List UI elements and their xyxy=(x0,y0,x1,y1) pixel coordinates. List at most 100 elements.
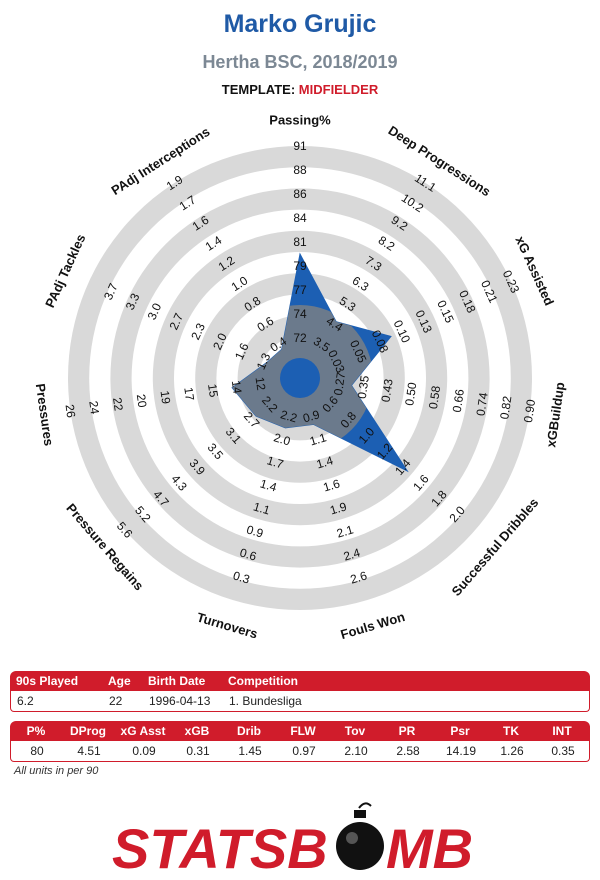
tick-label: 0.90 xyxy=(521,398,538,423)
info-value-cell: 1. Bundesliga xyxy=(229,694,302,708)
info-value-cell: 1996-04-13 xyxy=(149,694,211,708)
tick-label: 0.27 xyxy=(331,371,348,396)
tick-label: 1.4 xyxy=(258,476,278,494)
tick-label: 0.9 xyxy=(301,407,321,425)
tick-label: 2.1 xyxy=(335,522,355,540)
tick-label: 12 xyxy=(253,376,269,392)
bomb-icon xyxy=(336,802,384,870)
info-header-cell: Age xyxy=(108,674,131,688)
center-disc xyxy=(280,358,320,398)
tick-label: 86 xyxy=(293,187,307,201)
stats-value-cell: 0.09 xyxy=(132,744,156,758)
tick-label: 0.82 xyxy=(497,395,514,420)
tick-label: 22 xyxy=(110,397,126,413)
stats-header-cell: TK xyxy=(503,724,519,738)
info-header-cell: 90s Played xyxy=(16,674,79,688)
tick-label: 2.2 xyxy=(279,407,299,425)
tick-label: 1.1 xyxy=(252,499,272,517)
axis-label: Pressures xyxy=(33,383,57,447)
tick-label: 2.4 xyxy=(342,545,362,563)
stats-table: P% DProg xG Asst xGB Drib FLW Tov PR Psr… xyxy=(10,721,590,762)
tick-label: 2.3 xyxy=(188,321,208,342)
info-value-cell: 6.2 xyxy=(17,694,34,708)
tick-label: 2.7 xyxy=(166,311,186,332)
tick-label: 1.1 xyxy=(308,430,328,448)
tick-label: 3.0 xyxy=(145,301,165,322)
stats-value-cell: 2.10 xyxy=(344,744,368,758)
stats-value-cell: 14.19 xyxy=(445,744,477,758)
stats-value-cell: 0.97 xyxy=(292,744,316,758)
tick-label: 79 xyxy=(293,259,307,273)
tick-label: 77 xyxy=(293,283,307,297)
info-table-header: 90s Played Age Birth Date Competition xyxy=(10,671,590,691)
tick-label: 19 xyxy=(158,390,174,406)
tick-label: 20 xyxy=(134,393,150,409)
team-season: Hertha BSC, 2018/2019 xyxy=(202,52,398,72)
player-name: Marko Grujic xyxy=(223,10,377,38)
stats-table-header: P% DProg xG Asst xGB Drib FLW Tov PR Psr… xyxy=(10,721,590,741)
tick-label: 2.0 xyxy=(272,430,292,448)
info-value-cell: 22 xyxy=(109,694,123,708)
template-label: TEMPLATE: xyxy=(221,82,296,97)
tick-label: 15 xyxy=(205,383,221,399)
axis-label: Passing% xyxy=(269,113,331,128)
info-header-cell: Birth Date xyxy=(148,674,206,688)
tick-label: 0.66 xyxy=(450,388,467,413)
axis-label: Fouls Won xyxy=(339,609,407,642)
tick-label: 1.3 xyxy=(254,351,274,372)
stats-header-cell: xGB xyxy=(184,724,210,738)
axis-label: xG Assisted xyxy=(512,234,557,308)
template-value: MIDFIELDER xyxy=(298,82,379,97)
stats-value-cell: 0.31 xyxy=(186,744,210,758)
axis-label: PAdj Tackles xyxy=(42,232,88,310)
stats-header-cell: DProg xyxy=(70,724,106,738)
stats-header-cell: INT xyxy=(552,724,572,738)
stats-header-cell: Tov xyxy=(344,724,366,738)
tick-label: 17 xyxy=(181,386,197,402)
stats-header-cell: Psr xyxy=(450,724,470,738)
stats-header-cell: FLW xyxy=(290,724,316,738)
stats-value-cell: 2.58 xyxy=(396,744,420,758)
tick-label: 81 xyxy=(293,235,307,249)
tick-label: 3.7 xyxy=(101,281,121,302)
tick-label: 3.3 xyxy=(123,291,143,312)
stats-header-cell: P% xyxy=(26,724,46,738)
tick-label: 0.58 xyxy=(426,384,443,409)
info-header-cell: Competition xyxy=(228,674,298,688)
units-footnote: All units in per 90 xyxy=(14,765,99,777)
radar-chart: 727477798184868891Passing%3.54.45.36.37.… xyxy=(33,113,568,643)
tick-label: 1.4 xyxy=(315,453,335,471)
stats-value-cell: 4.51 xyxy=(77,744,101,758)
stats-value-cell: 80 xyxy=(30,744,44,758)
stats-value-cell: 0.35 xyxy=(551,744,575,758)
tick-label: 24 xyxy=(86,400,102,416)
info-table: 90s Played Age Birth Date Competition 6.… xyxy=(10,671,590,712)
stats-value-cell: 1.45 xyxy=(238,744,262,758)
axis-label: Turnovers xyxy=(195,610,259,642)
tick-label: 2.6 xyxy=(349,568,369,586)
tick-label: 1.9 xyxy=(328,499,348,517)
tick-label: 26 xyxy=(62,403,78,419)
tick-label: 14 xyxy=(229,380,245,396)
stats-header-cell: PR xyxy=(398,724,416,738)
tick-label: 91 xyxy=(293,139,307,153)
tick-label: 0.43 xyxy=(379,378,396,403)
tick-label: 0.35 xyxy=(355,374,372,399)
tick-label: 72 xyxy=(293,331,307,345)
tick-label: 84 xyxy=(293,211,307,225)
tick-label: 0.6 xyxy=(238,545,258,563)
tick-label: 1.7 xyxy=(265,453,285,471)
template-line: TEMPLATE: MIDFIELDER xyxy=(0,82,600,97)
statsbomb-logo: STATSB MB xyxy=(112,802,473,874)
logo-text-left: STATSB xyxy=(112,817,328,874)
axis-label: xGBuildup xyxy=(543,381,567,448)
tick-label: 0.9 xyxy=(245,522,265,540)
stats-header-cell: xG Asst xyxy=(120,724,166,738)
tick-label: 0.74 xyxy=(474,391,491,416)
stats-table-row: 80 4.51 0.09 0.31 1.45 0.97 2.10 2.58 14… xyxy=(10,741,590,762)
tick-label: 88 xyxy=(293,163,307,177)
stats-value-cell: 1.26 xyxy=(500,744,524,758)
tick-label: 2.0 xyxy=(210,331,230,352)
logo-text-right: MB xyxy=(386,817,473,874)
tick-label: 0.50 xyxy=(402,381,419,406)
